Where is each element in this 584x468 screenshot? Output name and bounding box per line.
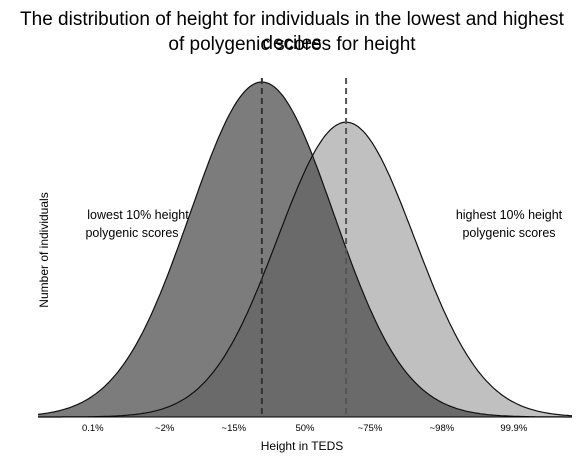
x-tick-label-5: ~98% bbox=[430, 423, 455, 434]
label-lowest-line-1: lowest 10% height bbox=[87, 208, 189, 222]
x-tick-label-6: 99.9% bbox=[500, 423, 527, 434]
curve-lowest-decile bbox=[37, 81, 572, 418]
label-highest-line-1: highest 10% height bbox=[456, 208, 563, 222]
area-overlap bbox=[38, 157, 572, 417]
x-tick-label-0: 0.1% bbox=[82, 423, 104, 434]
y-axis-label: Number of individuals bbox=[37, 192, 51, 307]
label-highest-line-2: polygenic scores bbox=[462, 226, 555, 240]
curve-highest-decile bbox=[38, 121, 573, 418]
x-axis-label: Height in TEDS bbox=[261, 439, 343, 453]
x-tick-label-1: ~2% bbox=[155, 423, 175, 434]
chart-title-line-2: of polygenic scores for height bbox=[168, 34, 416, 55]
label-lowest-line-2: polygenic scores bbox=[85, 226, 178, 240]
x-tick-label-2: ~15% bbox=[222, 423, 247, 434]
x-tick-label-4: ~75% bbox=[358, 423, 383, 434]
chart-title-line-1: The distribution of height for individua… bbox=[20, 9, 564, 54]
x-tick-label-3: 50% bbox=[295, 423, 315, 434]
